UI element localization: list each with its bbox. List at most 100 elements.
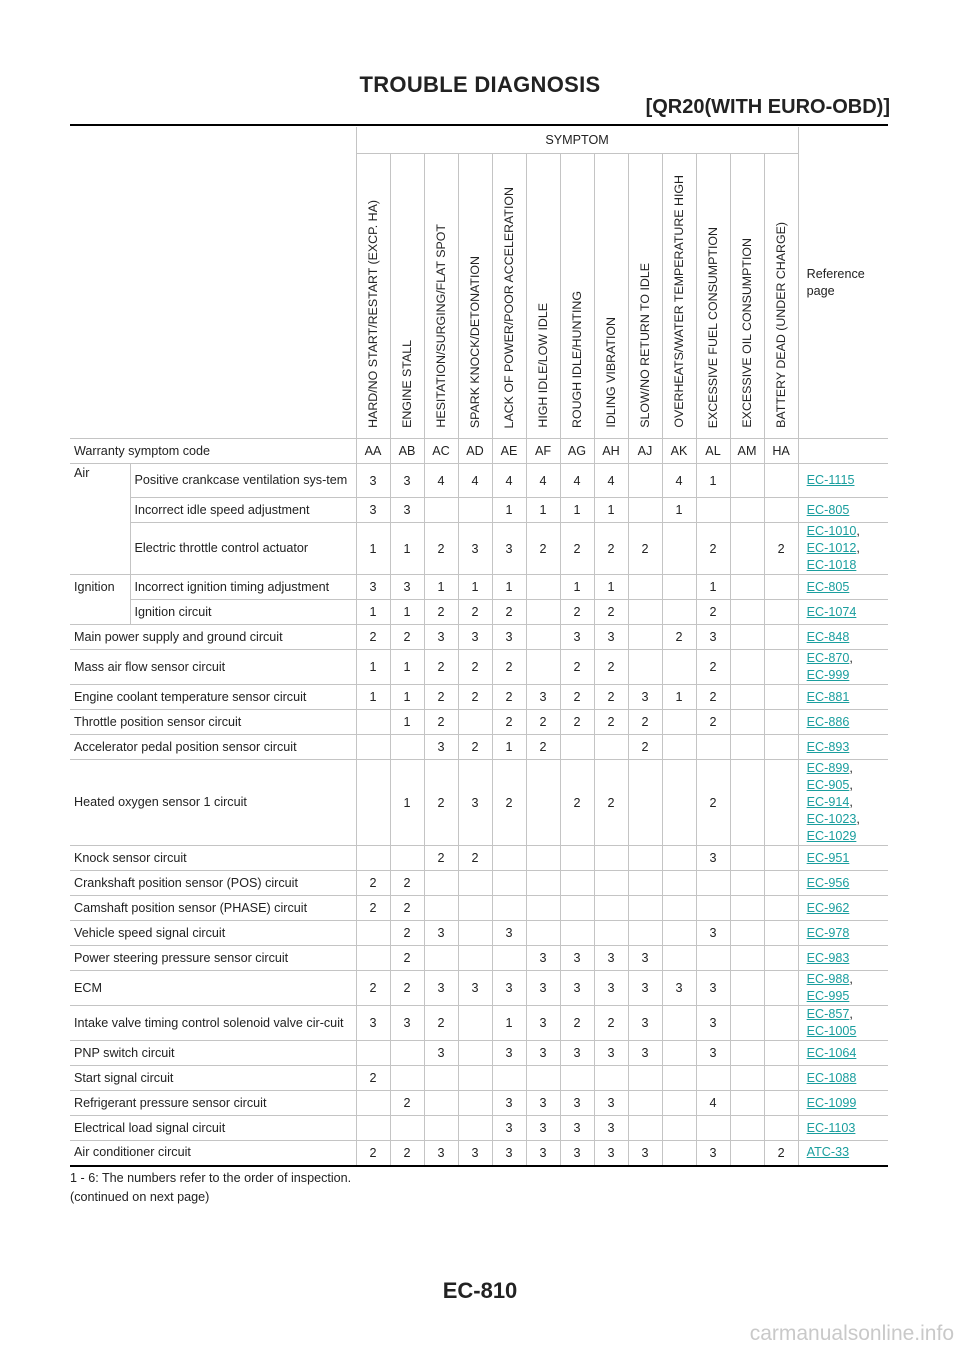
inspection-order-value [661,870,696,896]
inspection-order-value [763,1005,799,1041]
inspection-order-value: 3 [559,1040,594,1066]
inspection-order-value [627,845,662,871]
inspection-order-value: 3 [423,1140,458,1166]
reference-link[interactable]: EC-1103 [806,1120,856,1135]
reference-link[interactable]: EC-995 [806,989,850,1003]
inspection-order-value [627,649,662,685]
reference-link[interactable]: EC-1005 [806,1024,857,1038]
diagnosis-item: Crankshaft position sensor (POS) circuit [70,870,356,896]
inspection-order-value [525,845,560,871]
inspection-order-value: 2 [559,1005,594,1041]
warranty-code: AJ [627,438,662,464]
inspection-order-value [525,649,560,685]
inspection-order-value [423,870,458,896]
inspection-order-value [763,709,799,735]
inspection-order-value [661,920,696,946]
reference-link[interactable]: EC-962 [806,900,850,915]
inspection-order-value: 4 [423,463,458,498]
reference-link[interactable]: EC-1023 [806,812,857,826]
reference-link[interactable]: EC-805 [806,502,850,517]
warranty-code: AM [729,438,764,464]
inspection-order-value: 2 [627,709,662,735]
inspection-order-value [729,895,764,921]
page-title: TROUBLE DIAGNOSIS [359,72,601,97]
inspection-order-value: 3 [525,1115,560,1141]
inspection-order-value [763,1115,799,1141]
inspection-order-value: 2 [457,684,492,710]
inspection-order-value [355,945,390,971]
inspection-order-value [423,1115,458,1141]
symptom-column-header: EXCESSIVE FUEL CONSUMPTION [695,153,730,439]
inspection-order-value: 2 [423,522,458,575]
warranty-code: AD [457,438,492,464]
page-number: EC-810 [442,1278,518,1303]
reference-link[interactable]: EC-1115 [806,473,855,487]
reference-link[interactable]: EC-1010 [806,524,857,538]
inspection-order-value [661,1115,696,1141]
inspection-order-value: 1 [389,709,424,735]
diagnosis-item: Incorrect ignition timing adjustment [129,574,356,600]
inspection-order-value: 3 [695,920,730,946]
reference-link[interactable]: EC-956 [806,875,850,890]
inspection-order-value: 2 [457,734,492,760]
symptom-column-header: EXCESSIVE OIL CONSUMPTION [729,153,764,439]
inspection-order-value: 2 [389,920,424,946]
warranty-code: AC [423,438,458,464]
table-row: Incorrect idle speed adjustment 3 3 1 1 1 1 1 EC… [70,497,889,523]
reference-link[interactable]: EC-848 [806,629,850,644]
inspection-order-value [627,1115,662,1141]
reference-link[interactable]: EC-899 [806,761,850,775]
reference-link[interactable]: EC-1018 [806,558,857,572]
reference-link[interactable]: EC-999 [806,668,850,682]
reference-link[interactable]: EC-881 [806,689,850,704]
inspection-order-value: 3 [695,1140,730,1166]
inspection-order-value: 2 [593,684,628,710]
reference-link[interactable]: EC-1088 [806,1070,857,1085]
reference-link[interactable]: EC-857 [806,1007,850,1021]
inspection-order-value: 3 [559,1115,594,1141]
inspection-order-value [661,649,696,685]
inspection-order-value: 1 [695,463,730,498]
inspection-order-value [695,1065,730,1091]
reference-page-header: Reference page [797,127,889,439]
reference-link[interactable]: EC-914 [806,795,850,809]
symptom-header: SYMPTOM [355,127,799,154]
reference-page-cell: EC-893 [797,734,889,760]
inspection-order-value [729,1005,764,1041]
inspection-order-value: 2 [389,970,424,1006]
inspection-order-value [729,522,764,575]
diagnosis-item: ECM [70,970,356,1006]
diagnosis-item: Camshaft position sensor (PHASE) circuit [70,895,356,921]
reference-link[interactable]: EC-978 [806,925,850,940]
reference-link[interactable]: EC-1012 [806,541,857,555]
inspection-order-value [423,945,458,971]
footnote-inspection-order: 1 - 6: The numbers refer to the order of… [70,1171,352,1185]
inspection-order-value [661,1140,696,1166]
reference-link[interactable]: EC-988 [806,972,850,986]
inspection-order-value: 3 [423,624,458,650]
reference-link[interactable]: EC-1074 [806,604,857,619]
reference-link[interactable]: EC-893 [806,739,850,754]
reference-link[interactable]: ATC-33 [806,1145,850,1160]
inspection-order-value: 1 [559,574,594,600]
reference-link[interactable]: EC-983 [806,950,850,965]
reference-link[interactable]: EC-805 [806,579,850,594]
inspection-order-value: 1 [491,734,526,760]
reference-link[interactable]: EC-886 [806,714,850,729]
reference-link[interactable]: EC-870 [806,651,850,665]
reference-link[interactable]: EC-951 [806,850,850,865]
reference-link[interactable]: EC-1029 [806,829,857,843]
inspection-order-value [389,734,424,760]
diagnosis-item: Engine coolant temperature sensor circui… [70,684,356,710]
symptom-column-label: BATTERY DEAD (UNDER CHARGE) [774,222,789,428]
group-label: Air [70,463,130,575]
inspection-order-value [389,1115,424,1141]
inspection-order-value [627,870,662,896]
reference-link[interactable]: EC-1064 [806,1045,857,1060]
reference-link[interactable]: EC-905 [806,778,850,792]
inspection-order-value [423,1065,458,1091]
inspection-order-value [763,759,799,846]
inspection-order-value [525,759,560,846]
inspection-order-value [763,845,799,871]
reference-link[interactable]: EC-1099 [806,1095,857,1110]
